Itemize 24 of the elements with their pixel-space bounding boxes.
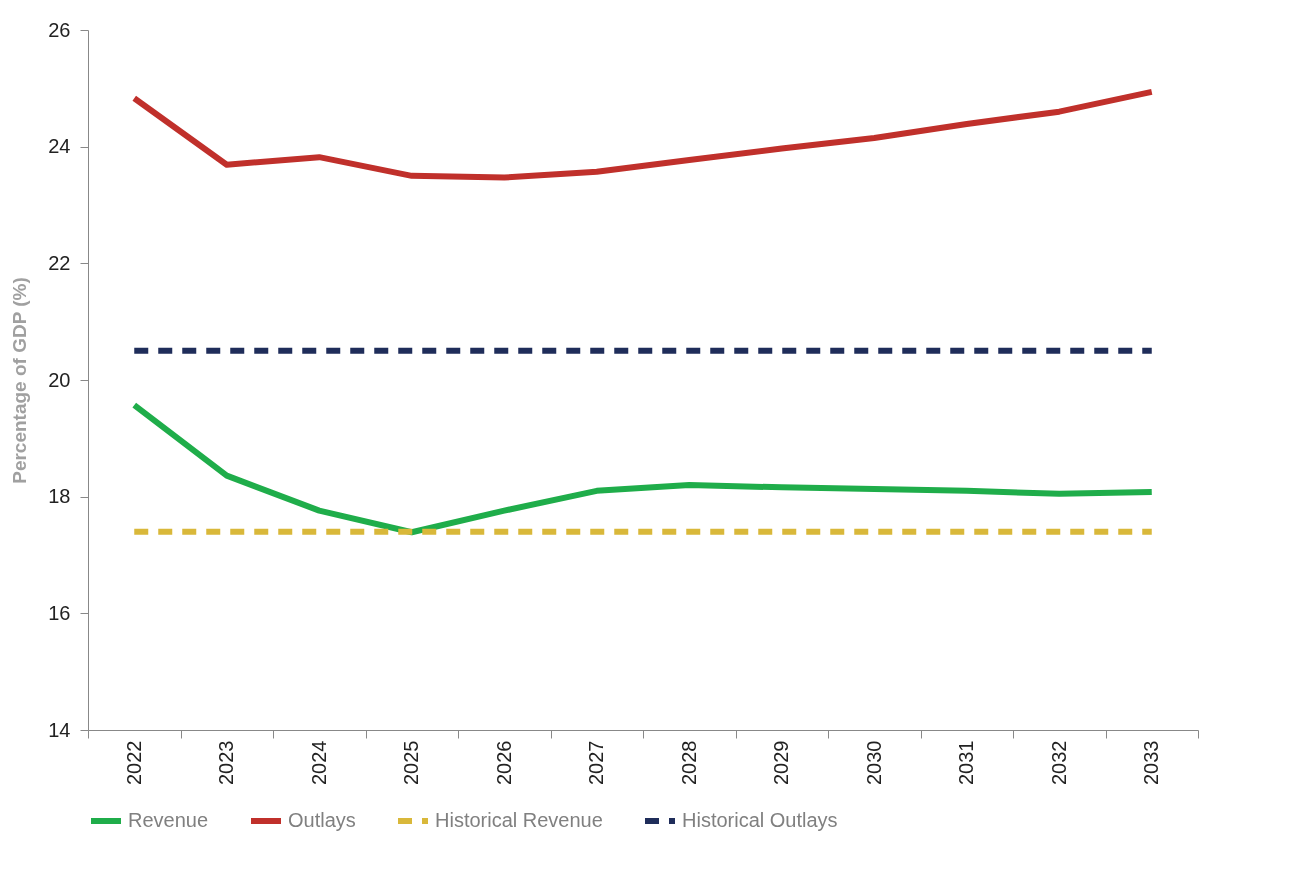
legend-label: Outlays: [288, 809, 356, 831]
y-tick-label: 18: [48, 485, 71, 508]
x-tick-label: 2033: [1140, 740, 1163, 785]
x-tick-label: 2030: [862, 740, 885, 785]
legend-label: Historical Outlays: [682, 809, 838, 831]
y-tick-label: 26: [48, 18, 71, 41]
x-tick-label: 2029: [770, 740, 793, 785]
y-tick-label: 16: [48, 601, 71, 624]
y-tick-label: 24: [48, 135, 71, 158]
x-tick-label: 2024: [307, 740, 330, 785]
y-tick-label: 22: [48, 251, 71, 274]
legend-label: Revenue: [128, 809, 209, 831]
legend-label: Historical Revenue: [435, 809, 603, 831]
x-tick-label: 2028: [677, 740, 700, 785]
y-tick-label: 20: [48, 368, 71, 391]
x-tick-label: 2026: [492, 740, 515, 785]
x-tick-label: 2023: [215, 740, 238, 785]
x-tick-label: 2031: [955, 740, 978, 785]
y-axis-title: Percentage of GDP (%): [9, 277, 31, 484]
y-tick-label: 14: [48, 718, 71, 741]
x-tick-label: 2032: [1047, 740, 1070, 785]
x-tick-label: 2027: [585, 740, 608, 785]
x-tick-label: 2022: [122, 740, 145, 785]
x-tick-label: 2025: [400, 740, 423, 785]
